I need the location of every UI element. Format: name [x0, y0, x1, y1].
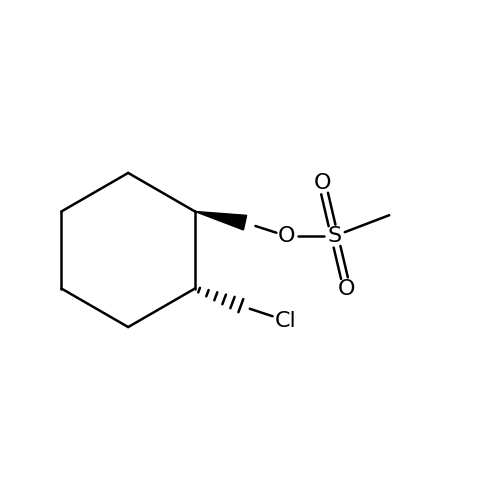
Polygon shape [195, 212, 246, 230]
Text: O: O [314, 173, 331, 193]
Text: Cl: Cl [275, 310, 296, 330]
Text: S: S [328, 226, 342, 246]
Text: O: O [278, 226, 295, 246]
Text: O: O [338, 279, 355, 299]
